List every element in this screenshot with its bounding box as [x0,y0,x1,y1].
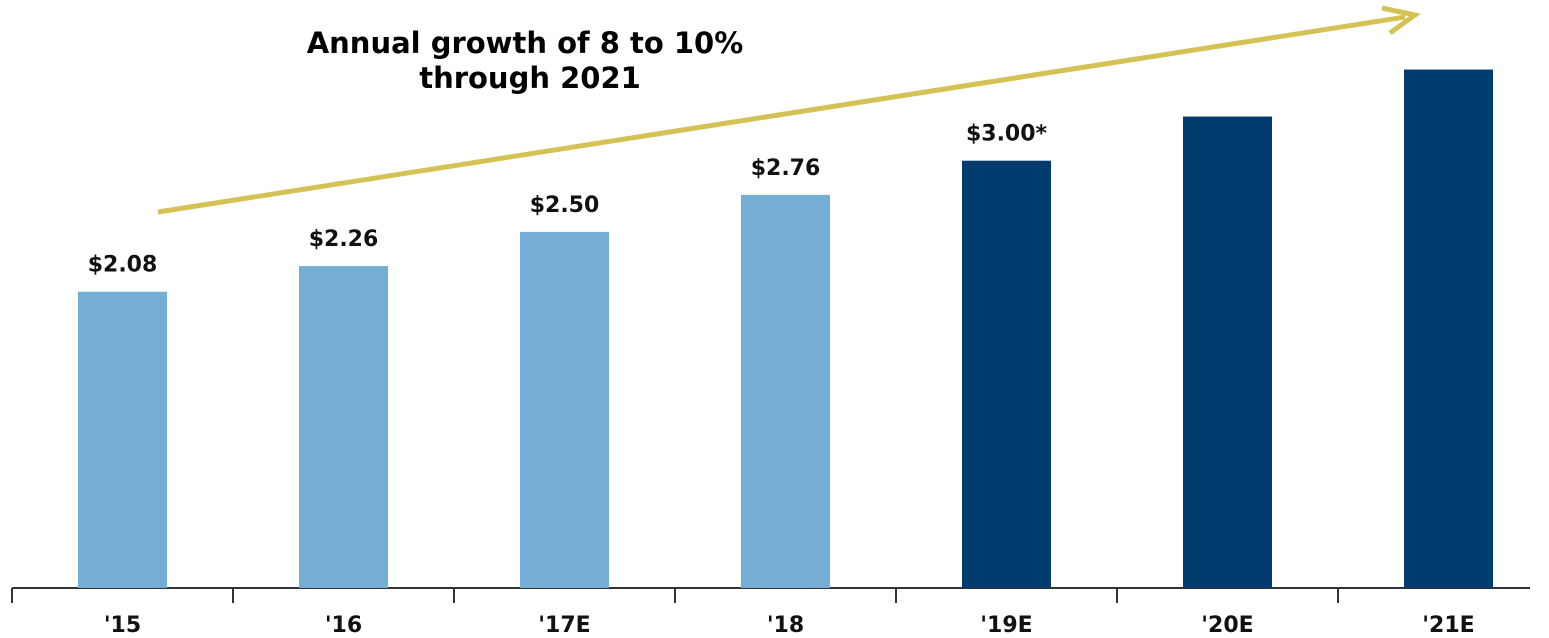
bar [78,291,167,588]
data-label: $2.50 [530,193,600,218]
x-tick-label: '17E [538,613,590,638]
x-tick-label: '15 [104,613,141,638]
data-label: $2.76 [751,156,821,181]
bar [1183,116,1272,588]
bar [299,266,388,588]
arrow-head [1381,5,1422,36]
x-tick-label: '18 [767,613,804,638]
annotation: through 2021 [419,61,641,95]
x-tick-label: '20E [1201,613,1253,638]
data-label: $3.00* [966,122,1048,147]
data-label: $2.26 [309,227,379,252]
data-label: $2.08 [88,253,158,278]
x-tick-label: '19E [980,613,1032,638]
x-tick-label: '16 [325,613,362,638]
x-tick-label: '21E [1422,613,1474,638]
bar [741,194,830,589]
growth-arrow [157,14,1406,215]
bar [962,160,1051,588]
bar [520,231,609,588]
annotation: Annual growth of 8 to 10% [307,26,744,60]
bar [1404,69,1493,588]
